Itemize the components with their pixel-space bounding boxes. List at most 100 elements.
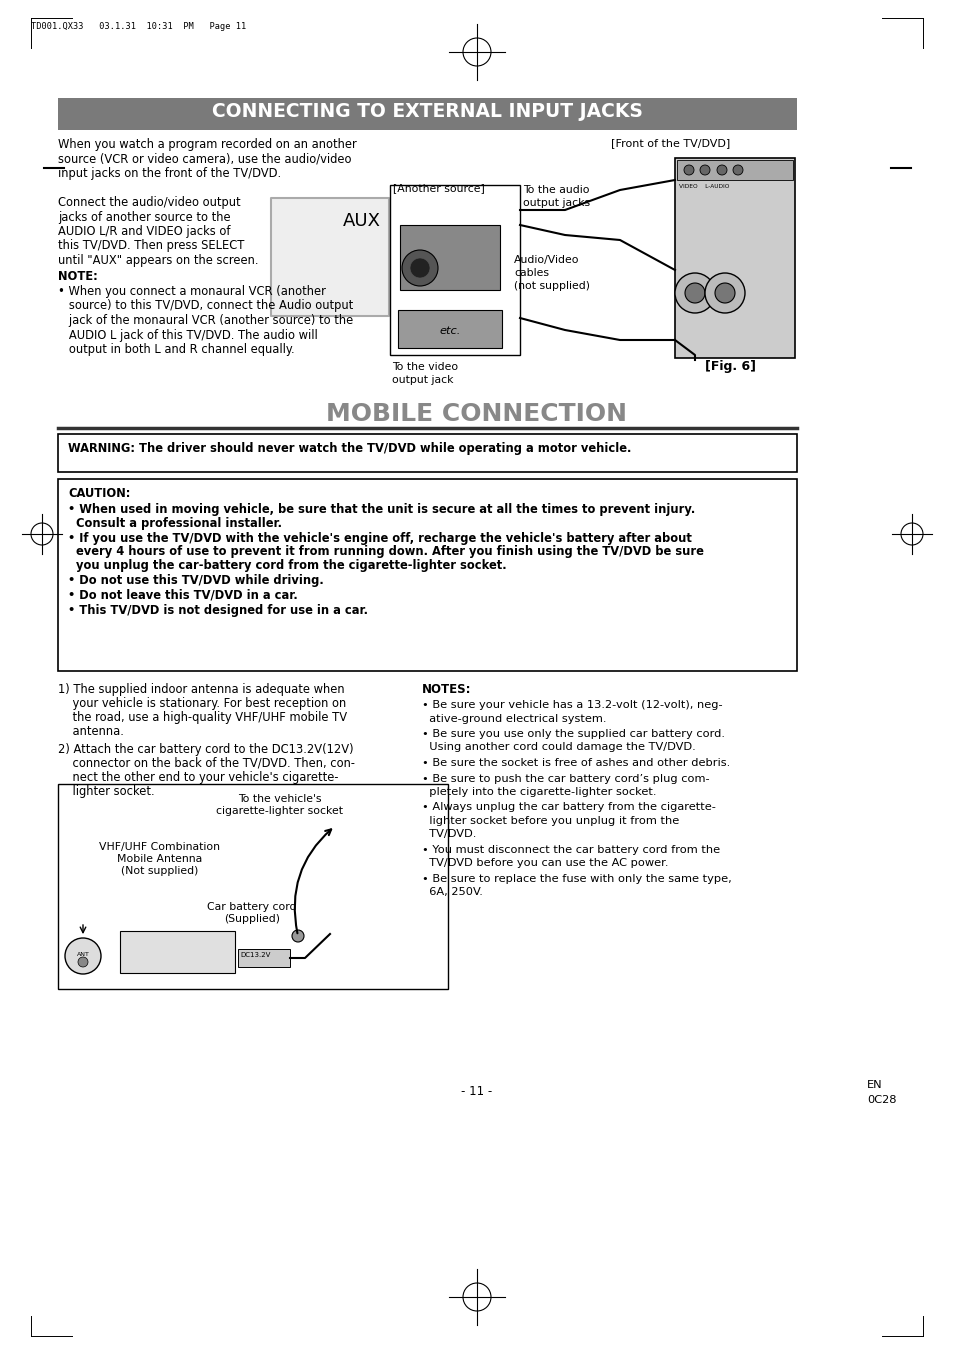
Bar [675, 158, 794, 357]
Text: [Front of the TV/DVD]: [Front of the TV/DVD] [610, 138, 729, 148]
Text: AUDIO L jack of this TV/DVD. The audio will: AUDIO L jack of this TV/DVD. The audio w… [58, 329, 317, 341]
Text: Car battery cord: Car battery cord [207, 902, 296, 912]
Text: • Be sure the socket is free of ashes and other debris.: • Be sure the socket is free of ashes an… [421, 758, 729, 768]
Text: • You must disconnect the car battery cord from the: • You must disconnect the car battery co… [421, 844, 720, 855]
Text: • When used in moving vehicle, be sure that the unit is secure at all the times : • When used in moving vehicle, be sure t… [68, 503, 695, 517]
Circle shape [704, 272, 744, 313]
Text: you unplug the car-battery cord from the cigarette-lighter socket.: you unplug the car-battery cord from the… [68, 560, 506, 572]
Circle shape [684, 283, 704, 304]
Text: • If you use the TV/DVD with the vehicle's engine off, recharge the vehicle's ba: • If you use the TV/DVD with the vehicle… [68, 532, 691, 545]
Circle shape [78, 956, 88, 967]
Text: output jack: output jack [392, 375, 453, 384]
Text: Consult a professional installer.: Consult a professional installer. [68, 517, 282, 530]
Text: MOBILE CONNECTION: MOBILE CONNECTION [326, 402, 627, 426]
Text: • Do not leave this TV/DVD in a car.: • Do not leave this TV/DVD in a car. [68, 588, 297, 602]
Text: lighter socket.: lighter socket. [58, 785, 154, 799]
Text: AUDIO L/R and VIDEO jacks of: AUDIO L/R and VIDEO jacks of [58, 225, 231, 237]
Text: source (VCR or video camera), use the audio/video: source (VCR or video camera), use the au… [58, 152, 351, 166]
Bar [120, 931, 234, 973]
Bar [271, 198, 389, 316]
Text: 2) Attach the car battery cord to the DC13.2V(12V): 2) Attach the car battery cord to the DC… [58, 743, 354, 755]
Bar [399, 225, 499, 290]
Circle shape [410, 258, 430, 278]
Text: • Be sure your vehicle has a 13.2-volt (12-volt), neg-: • Be sure your vehicle has a 13.2-volt (… [421, 700, 721, 710]
Text: output jacks: output jacks [522, 198, 590, 208]
Text: NOTES:: NOTES: [421, 683, 471, 696]
Text: • Be sure to push the car battery cord’s plug com-: • Be sure to push the car battery cord’s… [421, 773, 709, 784]
Text: 1) The supplied indoor antenna is adequate when: 1) The supplied indoor antenna is adequa… [58, 683, 344, 696]
Text: ANT: ANT [76, 952, 90, 956]
Text: • Be sure to replace the fuse with only the same type,: • Be sure to replace the fuse with only … [421, 874, 731, 884]
Text: AUX: AUX [343, 212, 380, 229]
Text: jacks of another source to the: jacks of another source to the [58, 210, 231, 224]
Text: (Supplied): (Supplied) [224, 915, 280, 924]
Text: Using another cord could damage the TV/DVD.: Using another cord could damage the TV/D… [421, 742, 695, 753]
Text: [Fig. 6]: [Fig. 6] [704, 360, 755, 374]
Text: • When you connect a monaural VCR (another: • When you connect a monaural VCR (anoth… [58, 285, 326, 298]
Text: source) to this TV/DVD, connect the Audio output: source) to this TV/DVD, connect the Audi… [58, 299, 353, 313]
Circle shape [683, 165, 693, 175]
Text: the road, use a high-quality VHF/UHF mobile TV: the road, use a high-quality VHF/UHF mob… [58, 711, 347, 724]
Bar [237, 948, 290, 967]
Text: VHF/UHF Combination: VHF/UHF Combination [99, 842, 220, 853]
Text: Audio/Video: Audio/Video [514, 255, 578, 264]
Text: input jacks on the front of the TV/DVD.: input jacks on the front of the TV/DVD. [58, 167, 281, 179]
Circle shape [65, 938, 101, 974]
Bar [58, 98, 796, 130]
Text: your vehicle is stationary. For best reception on: your vehicle is stationary. For best rec… [58, 697, 346, 710]
Text: • Do not use this TV/DVD while driving.: • Do not use this TV/DVD while driving. [68, 575, 323, 587]
Text: To the vehicle's: To the vehicle's [238, 795, 321, 804]
Circle shape [717, 165, 726, 175]
Circle shape [675, 272, 714, 313]
Text: TV/DVD before you can use the AC power.: TV/DVD before you can use the AC power. [421, 858, 668, 869]
Text: until "AUX" appears on the screen.: until "AUX" appears on the screen. [58, 254, 258, 267]
Text: Mobile Antenna: Mobile Antenna [117, 854, 202, 863]
Text: pletely into the cigarette-lighter socket.: pletely into the cigarette-lighter socke… [421, 786, 656, 797]
Text: (not supplied): (not supplied) [514, 281, 589, 291]
Circle shape [292, 929, 304, 942]
Text: 6A, 250V.: 6A, 250V. [421, 888, 482, 897]
Text: 0C28: 0C28 [866, 1095, 896, 1105]
Text: • This TV/DVD is not designed for use in a car.: • This TV/DVD is not designed for use in… [68, 603, 368, 616]
Text: connector on the back of the TV/DVD. Then, con-: connector on the back of the TV/DVD. The… [58, 757, 355, 770]
Text: lighter socket before you unplug it from the: lighter socket before you unplug it from… [421, 816, 679, 826]
Text: [Another source]: [Another source] [393, 183, 484, 193]
Text: VIDEO    L-AUDIO: VIDEO L-AUDIO [679, 183, 729, 189]
Bar [58, 784, 448, 989]
Circle shape [714, 283, 734, 304]
Circle shape [732, 165, 742, 175]
Circle shape [401, 250, 437, 286]
Text: To the video: To the video [392, 362, 457, 372]
Text: • Always unplug the car battery from the cigarette-: • Always unplug the car battery from the… [421, 803, 715, 812]
Text: etc.: etc. [438, 326, 460, 336]
Text: ative-ground electrical system.: ative-ground electrical system. [421, 714, 606, 723]
Text: When you watch a program recorded on an another: When you watch a program recorded on an … [58, 138, 356, 151]
Text: To the audio: To the audio [522, 185, 589, 196]
Text: jack of the monaural VCR (another source) to the: jack of the monaural VCR (another source… [58, 314, 353, 326]
Text: WARNING: The driver should never watch the TV/DVD while operating a motor vehicl: WARNING: The driver should never watch t… [68, 442, 631, 455]
Text: (Not supplied): (Not supplied) [121, 866, 198, 876]
Text: cables: cables [514, 268, 548, 278]
Bar [58, 479, 796, 670]
Text: Connect the audio/video output: Connect the audio/video output [58, 196, 240, 209]
Text: DC13.2V: DC13.2V [240, 952, 270, 958]
Text: output in both L and R channel equally.: output in both L and R channel equally. [58, 343, 294, 356]
Text: - 11 -: - 11 - [461, 1085, 492, 1098]
Bar [677, 161, 792, 179]
Bar [390, 185, 519, 355]
Text: antenna.: antenna. [58, 724, 124, 738]
Text: cigarette-lighter socket: cigarette-lighter socket [216, 805, 343, 816]
Text: CAUTION:: CAUTION: [68, 487, 131, 500]
Bar [58, 434, 796, 472]
Text: this TV/DVD. Then press SELECT: this TV/DVD. Then press SELECT [58, 240, 244, 252]
Text: TD001.QX33   03.1.31  10:31  PM   Page 11: TD001.QX33 03.1.31 10:31 PM Page 11 [30, 22, 246, 31]
Text: EN: EN [866, 1081, 882, 1090]
Circle shape [700, 165, 709, 175]
Text: TV/DVD.: TV/DVD. [421, 830, 476, 839]
Text: • Be sure you use only the supplied car battery cord.: • Be sure you use only the supplied car … [421, 728, 724, 739]
Text: every 4 hours of use to prevent it from running down. After you finish using the: every 4 hours of use to prevent it from … [68, 545, 703, 558]
Text: nect the other end to your vehicle's cigarette-: nect the other end to your vehicle's cig… [58, 772, 338, 784]
Text: NOTE:: NOTE: [58, 271, 97, 283]
Text: CONNECTING TO EXTERNAL INPUT JACKS: CONNECTING TO EXTERNAL INPUT JACKS [212, 103, 641, 121]
Bar [397, 310, 501, 348]
